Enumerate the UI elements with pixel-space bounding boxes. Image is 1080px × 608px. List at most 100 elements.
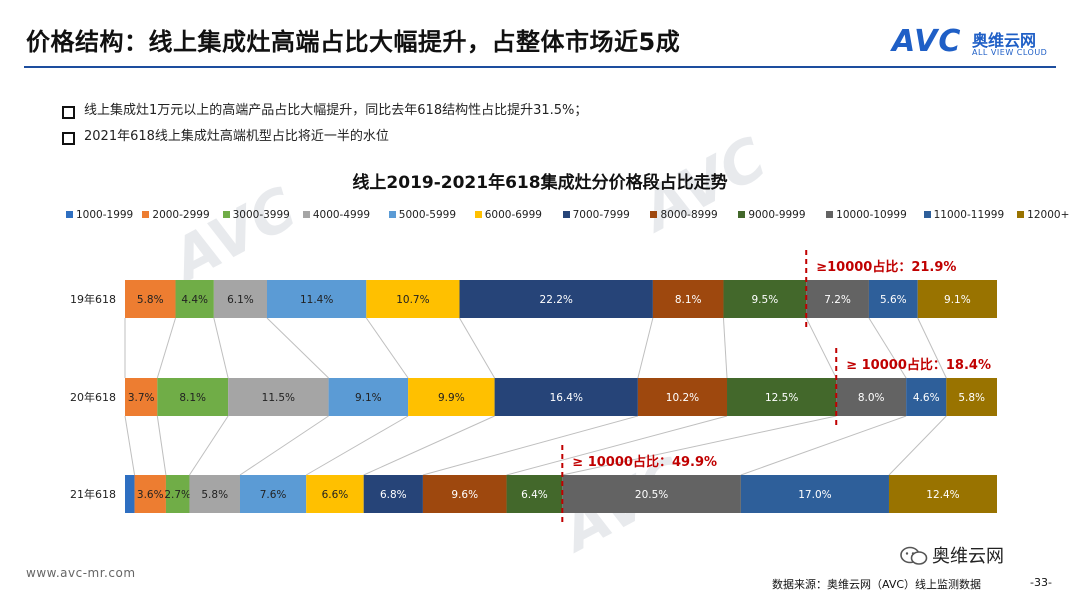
bar-segment — [363, 475, 423, 513]
legend-swatch — [650, 211, 658, 218]
legend-item: 12000+ — [1017, 208, 1069, 222]
legend-swatch — [923, 211, 931, 218]
bar-segment — [637, 378, 728, 416]
legend-label: 6000-6999 — [484, 209, 542, 221]
data-label: 17.0% — [798, 489, 831, 501]
data-label: 9.1% — [944, 294, 971, 306]
legend-label: 2000-2999 — [152, 209, 210, 221]
wechat-name: 奥维云网 — [932, 546, 1004, 567]
threshold-annotation: ≥10000占比：21.9% — [816, 259, 956, 275]
category-label: 21年618 — [70, 487, 116, 501]
avc-logo: AVC 奥维云网 ALL VIEW CLOUD — [892, 24, 1062, 64]
bar-segment — [888, 475, 997, 513]
data-label: 4.6% — [913, 392, 940, 404]
data-source: 数据来源：奥维云网（AVC）线上监测数据 — [772, 578, 982, 591]
page-number: -33- — [1030, 576, 1052, 589]
logo-en-text: ALL VIEW CLOUD — [972, 48, 1048, 57]
bar-segment — [422, 475, 507, 513]
data-label: 9.9% — [438, 392, 465, 404]
legend-swatch — [302, 211, 310, 218]
bar-segment — [906, 378, 947, 416]
data-label: 3.7% — [128, 392, 155, 404]
data-label: 11.4% — [300, 294, 333, 306]
legend-item: 3000-3999 — [222, 208, 290, 222]
data-label: 3.6% — [137, 489, 164, 501]
bullet-item: 线上集成灶1万元以上的高端产品占比大幅提升，同比去年618结构性占比提升31.5… — [62, 98, 587, 124]
legend-swatch — [142, 211, 150, 218]
data-label: 5.8% — [201, 489, 228, 501]
bar-segment — [228, 378, 329, 416]
series-connector-line — [422, 415, 639, 476]
bullet-text: 2021年618线上集成灶高端机型占比将近一半的水位 — [84, 129, 389, 144]
square-bullet-icon — [62, 106, 75, 119]
bar-segment — [727, 378, 837, 416]
data-label: 9.1% — [355, 392, 382, 404]
square-bullet-icon — [62, 132, 75, 145]
bar-segment — [562, 475, 741, 513]
title-divider — [24, 66, 1056, 68]
threshold-annotation: ≥ 10000占比：49.9% — [572, 454, 717, 470]
logo-mark: AVC — [892, 24, 962, 59]
series-connector-line — [305, 415, 409, 476]
legend-label: 3000-3999 — [232, 209, 290, 221]
data-label: 2.7% — [164, 489, 191, 501]
category-label: 20年618 — [70, 390, 116, 404]
legend-label: 11000-11999 — [933, 209, 1005, 221]
data-label: 12.4% — [926, 489, 959, 501]
bar-segment — [366, 280, 460, 318]
legend-item: 8000-8999 — [650, 208, 718, 222]
bar-segment — [652, 280, 724, 318]
data-label: 5.8% — [958, 392, 985, 404]
series-connector-line — [506, 415, 728, 476]
bar-segment — [494, 378, 638, 416]
page-title: 价格结构：线上集成灶高端占比大幅提升，占整体市场近5成 — [26, 28, 681, 56]
bullet-list: 线上集成灶1万元以上的高端产品占比大幅提升，同比去年618结构性占比提升31.5… — [62, 98, 587, 150]
data-label: 5.8% — [137, 294, 164, 306]
data-label: 6.1% — [227, 294, 254, 306]
bar-segment — [189, 475, 240, 513]
data-label: 9.5% — [752, 294, 779, 306]
bar-segment — [408, 378, 495, 416]
data-label: 22.2% — [540, 294, 573, 306]
threshold-annotation: ≥ 10000占比：18.4% — [846, 357, 991, 373]
legend-item: 5000-5999 — [388, 208, 456, 222]
legend-item: 7000-7999 — [562, 208, 630, 222]
bar-segment — [125, 475, 135, 513]
legend-label: 8000-8999 — [660, 209, 718, 221]
bar-segment — [306, 475, 364, 513]
series-connector-line — [213, 317, 229, 379]
series-connector-line — [805, 317, 837, 379]
legend-swatch — [826, 211, 834, 218]
series-connector-line — [365, 317, 409, 379]
series-connector-line — [868, 317, 907, 379]
data-label: 8.1% — [675, 294, 702, 306]
bar-segment — [157, 378, 229, 416]
bar-segment — [125, 280, 176, 318]
legend-swatch — [738, 211, 746, 218]
bar-segment — [917, 280, 997, 318]
data-label: 10.7% — [396, 294, 429, 306]
bar-segment — [175, 280, 214, 318]
bar-segment — [506, 475, 563, 513]
legend-item: 2000-2999 — [142, 208, 210, 222]
legend-swatch — [388, 211, 396, 218]
legend-item: 9000-9999 — [738, 208, 806, 222]
series-connector-line — [239, 415, 329, 476]
bar-segment — [723, 280, 807, 318]
bar-segment — [266, 280, 367, 318]
data-label: 9.6% — [451, 489, 478, 501]
bar-segment — [740, 475, 889, 513]
legend-item: 4000-4999 — [302, 208, 370, 222]
data-label: 7.2% — [824, 294, 851, 306]
chart-legend: 1000-1999 2000-2999 3000-3999 4000-4999 5000… — [66, 208, 1076, 222]
data-label: 4.4% — [181, 294, 208, 306]
bar-segment — [328, 378, 409, 416]
bar-segment — [459, 280, 653, 318]
bar-segment — [836, 378, 907, 416]
series-connector-line — [156, 317, 177, 379]
bar-segment — [125, 378, 158, 416]
bar-segment — [868, 280, 918, 318]
chart-title: 线上2019-2021年618集成灶分价格段占比走势 — [352, 173, 728, 193]
series-connector-line — [124, 415, 136, 476]
